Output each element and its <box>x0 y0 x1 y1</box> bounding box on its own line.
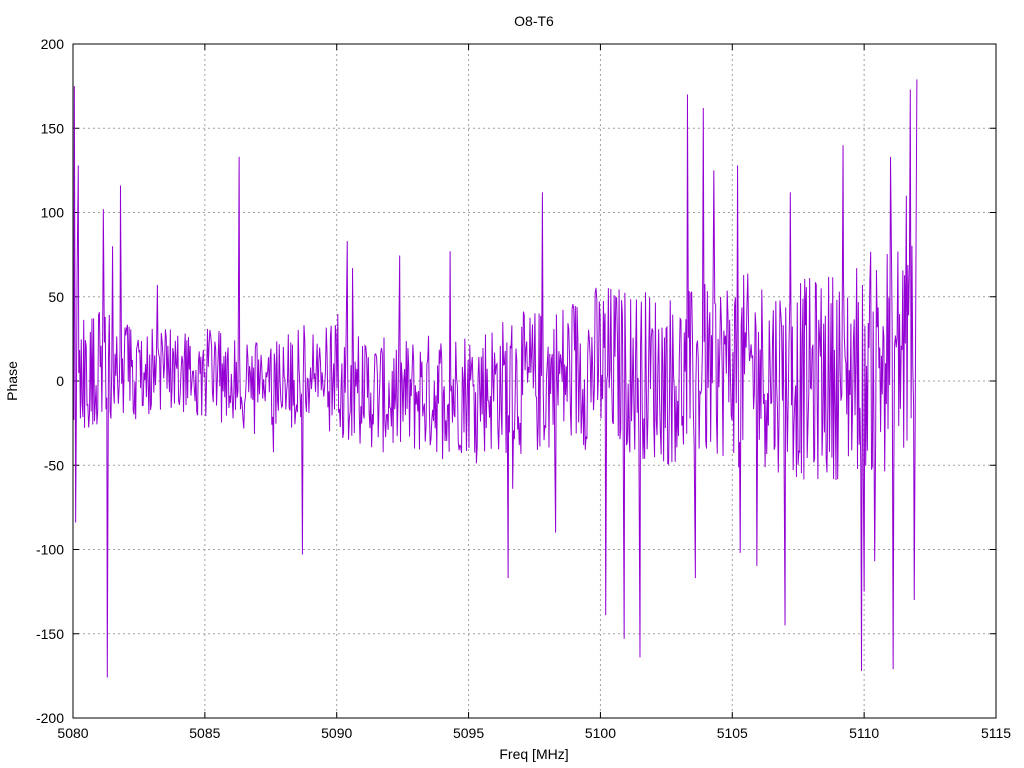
y-tick-label: -200 <box>36 710 64 726</box>
y-tick-label: -150 <box>36 626 64 642</box>
plot-frame <box>72 43 997 719</box>
y-tick-label: 50 <box>48 289 64 305</box>
x-tick-label: 5110 <box>849 725 879 741</box>
x-tick-label: 5100 <box>585 725 616 741</box>
x-tick-label: 5105 <box>717 725 748 741</box>
x-tick-labels: 5080 5085 5090 5095 5100 5105 5110 5115 <box>57 725 1011 741</box>
x-tick-label: 5080 <box>57 725 88 741</box>
series-0-line <box>72 79 918 678</box>
y-tick-label: -100 <box>36 542 64 558</box>
y-tick-label: 100 <box>41 205 65 221</box>
x-axis-label: Freq [MHz] <box>499 746 568 762</box>
series-group <box>72 79 918 678</box>
y-tick-label: -50 <box>44 457 64 473</box>
y-tick-label: 0 <box>56 373 64 389</box>
x-tick-label: 5095 <box>453 725 484 741</box>
x-tick-label: 5085 <box>189 725 220 741</box>
y-tick-labels: -200 -150 -100 -50 0 50 100 150 200 <box>36 36 64 726</box>
chart-title: O8-T6 <box>514 13 554 29</box>
x-tick-label: 5115 <box>981 725 1011 741</box>
y-tick-label: 150 <box>41 120 65 136</box>
x-tick-label: 5090 <box>321 725 352 741</box>
y-tick-label: 200 <box>41 36 65 52</box>
y-axis-label: Phase <box>4 361 20 401</box>
